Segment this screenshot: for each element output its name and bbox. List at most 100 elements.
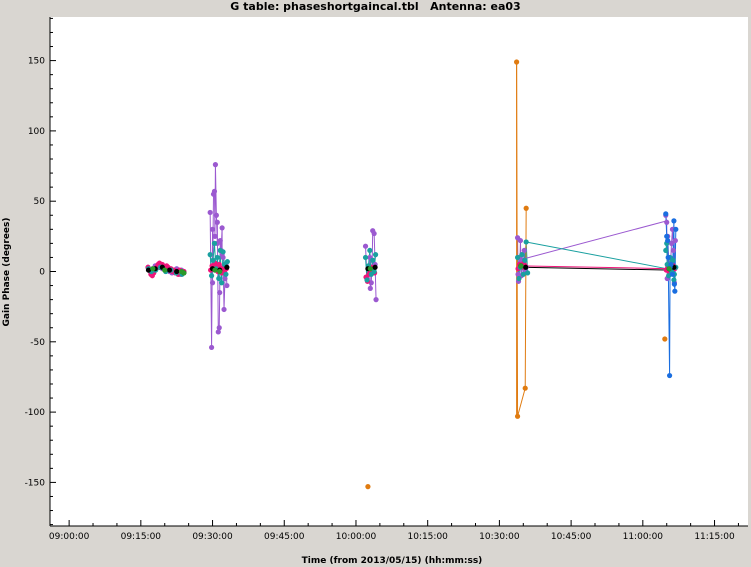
connector-line	[522, 266, 671, 271]
data-point	[362, 243, 369, 249]
data-point	[522, 385, 528, 391]
x-tick-label: 10:30:00	[479, 532, 520, 542]
data-point	[665, 254, 671, 261]
data-marks	[145, 59, 679, 490]
data-point	[211, 240, 218, 246]
x-axis-label: Time (from 2013/05/15) (hh:mm:ss)	[302, 556, 483, 566]
x-tick-label: 09:45:00	[264, 532, 305, 542]
data-point	[668, 240, 675, 246]
data-point	[224, 264, 230, 270]
x-tick-label: 09:30:00	[192, 532, 233, 542]
data-point	[663, 211, 669, 217]
connector-line	[520, 265, 670, 270]
data-point	[671, 218, 677, 224]
data-point	[214, 254, 220, 261]
data-point	[365, 484, 371, 490]
y-tick-label: 0	[39, 268, 45, 278]
data-point	[662, 336, 668, 342]
connector-line	[526, 241, 667, 270]
data-point	[224, 282, 230, 289]
data-point	[367, 247, 373, 254]
y-tick-label: -150	[25, 478, 46, 488]
data-point	[220, 249, 226, 255]
data-point	[670, 247, 677, 254]
data-point	[217, 268, 223, 275]
x-tick-label: 10:00:00	[336, 532, 377, 542]
data-point	[523, 239, 529, 245]
data-point	[224, 259, 230, 265]
data-point	[516, 275, 522, 282]
data-point	[670, 257, 676, 263]
data-point	[671, 281, 677, 287]
data-point	[672, 288, 678, 294]
data-point	[212, 267, 218, 273]
data-point	[211, 188, 218, 194]
y-tick-label: -50	[30, 338, 45, 348]
data-point	[371, 268, 377, 275]
data-point	[212, 162, 219, 168]
data-point	[207, 252, 213, 258]
data-point	[673, 226, 679, 232]
data-point	[217, 289, 223, 296]
data-point	[521, 247, 527, 254]
y-tick-label: 150	[28, 57, 45, 67]
data-point	[216, 325, 222, 331]
data-point	[212, 233, 218, 239]
data-point	[222, 275, 228, 282]
data-point	[210, 257, 216, 263]
data-point	[150, 266, 156, 272]
data-point	[665, 237, 671, 244]
axes: -150 -100 -50 0 50 100 150 09:00:00 09:15:00 09:3…	[25, 17, 748, 542]
data-point	[219, 280, 225, 286]
data-point	[666, 372, 673, 379]
data-point	[216, 261, 222, 268]
data-point	[514, 59, 520, 65]
x-tick-label: 10:45:00	[551, 532, 592, 542]
data-point	[213, 212, 219, 218]
data-point	[362, 254, 369, 261]
data-point	[664, 233, 670, 239]
data-point	[373, 297, 379, 303]
data-point	[669, 271, 676, 277]
data-point	[514, 413, 521, 419]
data-point	[372, 264, 378, 270]
data-point	[664, 219, 670, 225]
data-point	[207, 209, 213, 216]
data-point	[515, 271, 521, 277]
data-point	[215, 329, 221, 335]
data-point	[523, 264, 529, 270]
data-point	[514, 254, 521, 261]
data-point	[371, 230, 377, 237]
x-tick-label: 09:00:00	[49, 532, 90, 542]
chart-title: G table: phaseshortgaincal.tbl Antenna: …	[230, 0, 521, 13]
y-axis-label: Gain Phase (degrees)	[2, 218, 12, 327]
data-point	[367, 285, 373, 291]
data-point	[208, 273, 215, 279]
data-point	[174, 268, 180, 275]
data-point	[666, 266, 672, 272]
data-point	[216, 275, 222, 282]
data-point	[372, 252, 379, 258]
data-point	[672, 237, 678, 244]
x-tick-label: 11:00:00	[623, 532, 664, 542]
data-point	[522, 257, 528, 263]
data-point	[518, 263, 524, 269]
data-point	[663, 247, 669, 254]
data-point	[166, 267, 173, 273]
data-point	[671, 277, 677, 283]
x-tick-label: 09:15:00	[121, 532, 162, 542]
x-tick-label: 10:15:00	[407, 532, 448, 542]
connector-line	[518, 220, 667, 261]
y-tick-label: 100	[28, 127, 45, 137]
data-point	[214, 219, 220, 225]
data-point	[519, 252, 525, 258]
y-tick-label: 50	[34, 197, 46, 207]
data-point	[162, 267, 168, 273]
data-point	[367, 266, 373, 272]
data-point	[209, 226, 216, 232]
y-tick-label: -100	[25, 408, 46, 418]
data-point	[520, 271, 526, 277]
data-point	[223, 271, 229, 277]
data-point	[525, 270, 531, 276]
